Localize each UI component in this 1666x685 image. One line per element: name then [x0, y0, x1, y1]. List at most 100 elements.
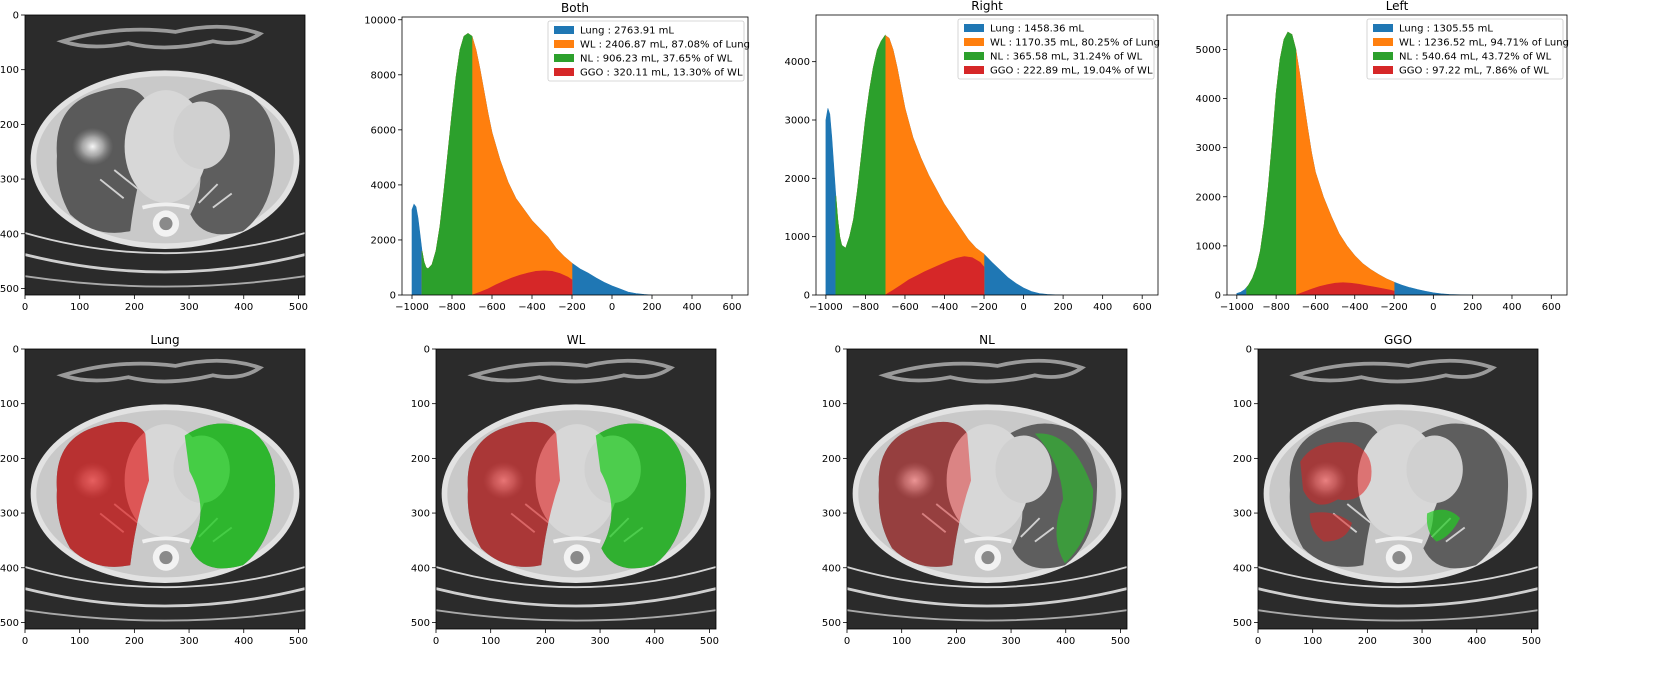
x-tick-label: 200 — [536, 636, 555, 647]
y-tick-label: 5000 — [1196, 45, 1221, 56]
x-tick-label: −1000 — [1220, 302, 1254, 313]
x-tick-label: 0 — [1255, 636, 1261, 647]
x-tick-label: 200 — [642, 302, 661, 313]
image-frame — [846, 348, 1128, 630]
chart-title: Left — [1386, 0, 1409, 13]
mask-overlay — [1309, 512, 1352, 542]
x-tick-label: −400 — [1341, 302, 1368, 313]
x-tick-label: 0 — [433, 636, 439, 647]
legend-entry: Lung : 1458.36 mL — [990, 24, 1084, 35]
legend: Lung : 1458.36 mL WL : 1170.35 mL, 80.25%… — [957, 18, 1160, 80]
x-tick-label: 300 — [1002, 636, 1021, 647]
x-tick-label: 100 — [1303, 636, 1322, 647]
mask-overlay — [595, 423, 687, 569]
legend-swatch — [554, 26, 574, 34]
ct-image — [23, 347, 307, 631]
x-tick-label: 0 — [1430, 302, 1436, 313]
legend-swatch — [554, 40, 574, 48]
legend-entry: WL : 1236.52 mL, 94.71% of Lung — [1399, 38, 1569, 49]
y-tick-label: 500 — [0, 618, 19, 629]
x-tick-label: −1000 — [809, 302, 843, 313]
x-tick-label: 0 — [22, 302, 28, 313]
legend-swatch — [964, 66, 984, 74]
legend-swatch — [1373, 24, 1393, 32]
x-tick-label: 600 — [722, 302, 741, 313]
legend-swatch — [964, 24, 984, 32]
y-tick-label: 400 — [411, 563, 430, 574]
y-tick-label: 200 — [822, 454, 841, 465]
legend-swatch — [964, 52, 984, 60]
y-tick-label: 8000 — [371, 70, 396, 81]
y-tick-label: 300 — [0, 175, 19, 186]
y-tick-label: 400 — [0, 229, 19, 240]
x-tick-label: 0 — [844, 636, 850, 647]
legend-box — [957, 18, 1155, 80]
legend-entry: Lung : 1305.55 mL — [1399, 24, 1493, 35]
x-tick-label: 500 — [289, 302, 308, 313]
y-tick-label: 200 — [0, 454, 19, 465]
x-tick-label: 500 — [1111, 636, 1130, 647]
legend-entry: GGO : 97.22 mL, 7.86% of WL — [1399, 66, 1549, 77]
y-tick-label: 400 — [822, 563, 841, 574]
y-tick-label: 300 — [0, 509, 19, 520]
legend-entry: GGO : 320.11 mL, 13.30% of WL — [580, 68, 743, 79]
x-tick-label: 600 — [1133, 302, 1152, 313]
histogram-right: −1000 −800 −600 −400 −200 0 200 400 600 0 1000 2000… — [785, 0, 1160, 313]
x-tick-label: 400 — [1056, 636, 1075, 647]
x-tick-label: 500 — [1522, 636, 1541, 647]
series-ggo — [1295, 282, 1395, 295]
x-tick-label: −400 — [931, 302, 958, 313]
y-tick-label: 0 — [424, 345, 430, 356]
series-ggo — [471, 270, 573, 295]
y-tick-label: 2000 — [1196, 192, 1221, 203]
legend-entry: GGO : 222.89 mL, 19.04% of WL — [990, 66, 1153, 77]
x-tick-label: 500 — [289, 636, 308, 647]
x-tick-label: 400 — [682, 302, 701, 313]
y-tick-label: 400 — [1233, 563, 1252, 574]
y-tick-label: 200 — [0, 120, 19, 131]
y-tick-label: 4000 — [1196, 94, 1221, 105]
y-tick-label: 10000 — [364, 15, 396, 26]
x-tick-label: 400 — [1467, 636, 1486, 647]
mask-overlay — [878, 421, 972, 567]
y-tick-label: 100 — [1233, 399, 1252, 410]
x-tick-label: 300 — [180, 302, 199, 313]
x-tick-label: 400 — [1502, 302, 1521, 313]
plot-frame — [815, 14, 1159, 296]
legend-swatch — [1373, 52, 1393, 60]
y-tick-label: 100 — [411, 399, 430, 410]
series-ggo — [884, 256, 985, 295]
y-tick-label: 3000 — [1196, 143, 1221, 154]
mask-overlay — [1300, 442, 1372, 505]
legend-entry: NL : 365.58 mL, 31.24% of WL — [990, 52, 1143, 63]
y-tick-label: 0 — [13, 11, 19, 22]
y-tick-label: 300 — [822, 509, 841, 520]
y-tick-label: 500 — [822, 618, 841, 629]
x-tick-label: 100 — [70, 302, 89, 313]
legend-swatch — [1373, 66, 1393, 74]
y-tick-label: 0 — [1215, 291, 1221, 302]
x-tick-label: −600 — [891, 302, 918, 313]
y-tick-label: 1000 — [1196, 241, 1221, 252]
legend-box — [547, 20, 745, 82]
y-tick-label: 200 — [411, 454, 430, 465]
legend: Lung : 2763.91 mL WL : 2406.87 mL, 87.08%… — [547, 20, 750, 82]
x-tick-label: −600 — [1302, 302, 1329, 313]
mask-overlay — [184, 423, 276, 569]
y-tick-label: 300 — [1233, 509, 1252, 520]
y-tick-label: 100 — [822, 399, 841, 410]
legend: Lung : 1305.55 mL WL : 1236.52 mL, 94.71%… — [1366, 18, 1569, 80]
x-tick-label: 400 — [1093, 302, 1112, 313]
x-tick-label: 200 — [125, 636, 144, 647]
histogram-left: −1000 −800 −600 −400 −200 0 200 400 600 0 1000 2000… — [1196, 0, 1569, 313]
x-tick-label: 500 — [700, 636, 719, 647]
x-tick-label: 400 — [234, 636, 253, 647]
legend-entry: NL : 906.23 mL, 37.65% of WL — [580, 54, 733, 65]
x-tick-label: 0 — [609, 302, 615, 313]
x-tick-label: 100 — [892, 636, 911, 647]
plot-frame — [401, 16, 749, 296]
legend-swatch — [964, 38, 984, 46]
